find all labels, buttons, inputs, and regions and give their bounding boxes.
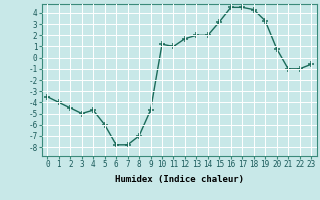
X-axis label: Humidex (Indice chaleur): Humidex (Indice chaleur) [115,175,244,184]
